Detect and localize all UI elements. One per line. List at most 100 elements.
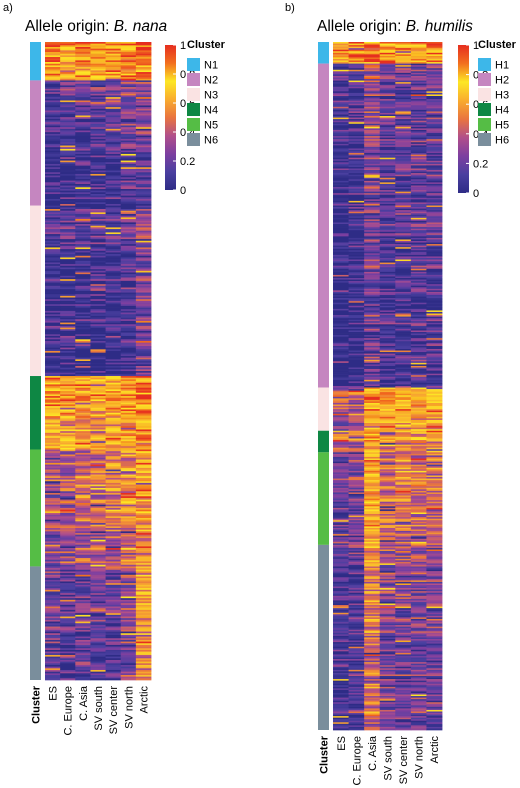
heatmap-cell [90, 83, 106, 86]
heatmap-cell [105, 314, 122, 317]
heatmap-cell [120, 192, 137, 195]
heatmap-cell [90, 112, 106, 115]
heatmap-cell [90, 546, 106, 549]
heatmap-cell [426, 259, 443, 262]
heatmap-cell [105, 168, 122, 171]
heatmap-cell [135, 604, 152, 607]
heatmap-cell [395, 524, 412, 527]
heatmap-cell [75, 516, 91, 519]
heatmap-cell [45, 434, 61, 437]
heatmap-cell [135, 366, 152, 369]
cluster-bar-h1 [318, 42, 329, 64]
heatmap-cell [60, 270, 76, 273]
heatmap-cell [60, 384, 76, 387]
heatmap-cell [45, 262, 61, 265]
heatmap-cell [395, 526, 412, 529]
heatmap-cell [135, 334, 152, 337]
heatmap-cell [105, 452, 122, 455]
heatmap-cell [364, 105, 381, 108]
heatmap-cell [364, 148, 381, 151]
heatmap-cell [75, 170, 91, 173]
heatmap-cell [426, 514, 443, 516]
heatmap-cell [135, 442, 152, 445]
heatmap-cell [395, 276, 412, 279]
heatmap-cell [60, 502, 76, 505]
heatmap-cell [105, 102, 122, 105]
heatmap-cell [105, 277, 122, 280]
heatmap-cell [395, 373, 412, 376]
heatmap-cell [410, 99, 427, 101]
heatmap-cell [364, 174, 381, 177]
heatmap-cell [135, 219, 152, 222]
heatmap-cell [333, 421, 349, 424]
heatmap-cell [426, 432, 443, 435]
heatmap-cell [120, 494, 137, 497]
heatmap-cell [135, 499, 152, 502]
heatmap-cell [395, 435, 412, 438]
heatmap-cell [379, 446, 396, 449]
heatmap-cell [60, 549, 76, 552]
heatmap-cell [120, 252, 137, 255]
heatmap-cell [135, 180, 152, 183]
heatmap-cell [75, 78, 91, 81]
heatmap-cell [348, 520, 365, 523]
heatmap-cell [120, 386, 137, 389]
heatmap-cell [364, 412, 381, 415]
heatmap-cell [60, 366, 76, 369]
heatmap-cell [45, 446, 61, 449]
heatmap-cell [120, 593, 137, 596]
heatmap-cell [426, 298, 443, 300]
heatmap-cell [364, 75, 381, 78]
heatmap-cell [410, 196, 427, 199]
heatmap-cell [75, 87, 91, 90]
heatmap-cell [364, 88, 381, 91]
heatmap-cell [135, 249, 152, 252]
heatmap-cell [120, 591, 137, 594]
heatmap-cell [75, 70, 91, 73]
heatmap-cell [75, 335, 91, 338]
heatmap-cell [333, 177, 349, 180]
heatmap-cell [364, 396, 381, 399]
heatmap-cell [395, 313, 412, 316]
heatmap-cell [379, 179, 396, 182]
heatmap-cell [364, 504, 381, 507]
heatmap-cell [60, 399, 76, 402]
heatmap-cell [75, 544, 91, 547]
heatmap-cell [364, 429, 381, 432]
heatmap-cell [135, 666, 152, 669]
heatmap-cell [395, 520, 412, 523]
heatmap-cell [135, 85, 152, 88]
heatmap-cell [379, 341, 396, 344]
heatmap-cell [364, 156, 381, 159]
heatmap-cell [45, 593, 61, 596]
heatmap-cell [348, 137, 365, 140]
heatmap-cell [426, 114, 443, 117]
heatmap-cell [75, 225, 91, 228]
heatmap-cell [333, 515, 349, 518]
heatmap-cell [45, 162, 61, 165]
heatmap-cell [90, 192, 106, 195]
heatmap-cell [120, 442, 137, 445]
heatmap-cell [60, 653, 76, 656]
heatmap-cell [395, 100, 412, 103]
heatmap-cell [105, 205, 122, 208]
heatmap-cell [379, 356, 396, 359]
heatmap-cell [379, 480, 396, 482]
heatmap-cell [410, 409, 427, 412]
heatmap-cell [364, 387, 381, 390]
heatmap-cell [410, 520, 427, 523]
heatmap-cell [45, 230, 61, 233]
heatmap-cell [45, 112, 61, 115]
heatmap-cell [379, 282, 396, 285]
heatmap-cell [333, 294, 349, 297]
heatmap-cell [135, 178, 152, 181]
heatmap-cell [426, 270, 443, 273]
heatmap-cell [60, 629, 76, 632]
heatmap-cell [120, 509, 137, 512]
heatmap-cell [135, 447, 152, 450]
heatmap-cell [45, 601, 61, 604]
heatmap-cell [105, 137, 122, 140]
heatmap-cell [75, 314, 91, 317]
heatmap-cell [105, 636, 122, 639]
heatmap-cell [60, 449, 76, 452]
